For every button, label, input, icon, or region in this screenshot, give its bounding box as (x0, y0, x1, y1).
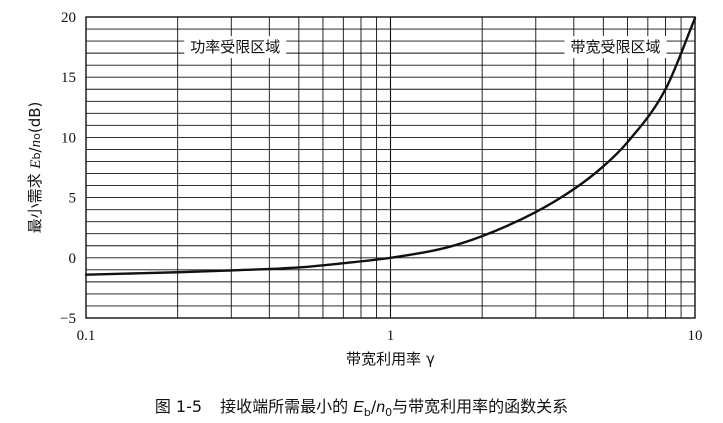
y-tick-label: 5 (69, 191, 77, 207)
caption-text-post: 与带宽利用率的函数关系 (392, 397, 569, 416)
caption-math-n-sub: 0 (385, 406, 393, 420)
data-line (84, 17, 697, 276)
y-tick-label: 0 (69, 251, 77, 267)
y-axis-title-prefix: 最小需求 (26, 169, 44, 234)
y-tick-label: 20 (61, 10, 76, 26)
y-axis-title-e-sub: b (30, 152, 43, 159)
y-axis-title-n-sub: o (30, 133, 43, 140)
y-axis-title: 最小需求 Eb/no(dB) (26, 102, 44, 234)
y-axis-title-slash: / (26, 146, 44, 152)
x-axis-title: 带宽利用率 γ (346, 350, 435, 368)
x-tick-label: 1 (387, 328, 395, 344)
y-axis-title-e: E (28, 159, 44, 169)
y-tick-label: 10 (61, 130, 76, 146)
region-label-background (184, 36, 287, 59)
figure-caption: 图 1-5 接收端所需最小的 Eb/n0与带宽利用率的函数关系 (0, 393, 723, 419)
region-label-bandwidth-limited: 带宽受限区域 (570, 38, 660, 56)
y-axis-title-suffix: (dB) (26, 102, 44, 134)
region-label-power-limited: 功率受限区域 (190, 38, 280, 56)
region-label-background (564, 36, 667, 59)
chart: 功率受限区域 带宽受限区域 −5 0 5 10 15 20 0.1 1 10 带宽利用率 γ 最小… (26, 10, 703, 368)
y-tick-label: 15 (61, 70, 76, 86)
y-tick-label: −5 (60, 311, 76, 327)
annotations: 功率受限区域 带宽受限区域 (184, 36, 667, 59)
caption-number: 图 1-5 (154, 397, 203, 416)
caption-math-e: E (353, 399, 364, 416)
caption-text-pre: 接收端所需最小的 (220, 397, 354, 416)
caption-math-n: n (376, 399, 386, 416)
caption-slash: / (370, 397, 377, 416)
tick-labels: −5 0 5 10 15 20 0.1 1 10 (60, 10, 702, 344)
caption-math-e-sub: b (363, 406, 371, 420)
plot-frame (85, 16, 696, 319)
x-tick-label: 10 (688, 328, 703, 344)
x-tick-label: 0.1 (77, 328, 96, 344)
y-axis-title-n: n (28, 140, 44, 148)
